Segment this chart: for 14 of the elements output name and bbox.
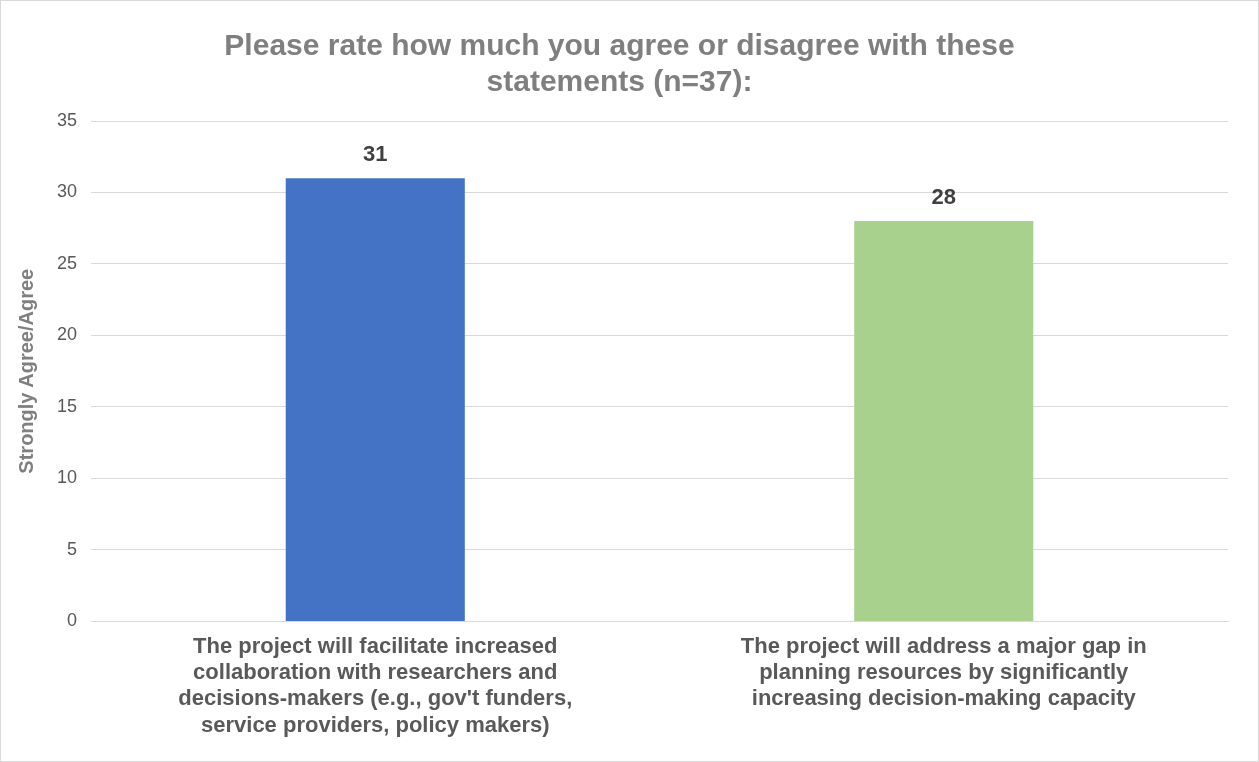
x-tick-label: The project will address a major gap in planning resources by significantly increasing decision-making capacity (740, 632, 1147, 711)
chart-title: Please rate how much you agree or disagree with these statements (n=37): (224, 28, 1015, 98)
y-tick-label: 20 (56, 324, 78, 345)
y-tick-label: 10 (56, 467, 78, 488)
y-tick-label: 25 (56, 252, 78, 273)
y-tick-label: 5 (67, 538, 78, 559)
x-tick-label: The project will facilitate increased collaboration with researchers and decisions-makers (e.g., gov't funders, service providers, policy makers) (178, 632, 573, 737)
y-tick-label: 35 (56, 109, 78, 130)
y-tick-label: 30 (56, 181, 78, 202)
y-tick-label: 0 (67, 610, 78, 631)
y-axis-title: Strongly Agree/Agree (14, 268, 37, 474)
data-label: 28 (931, 184, 956, 210)
data-label: 31 (363, 141, 388, 167)
y-tick-label: 15 (56, 395, 78, 416)
